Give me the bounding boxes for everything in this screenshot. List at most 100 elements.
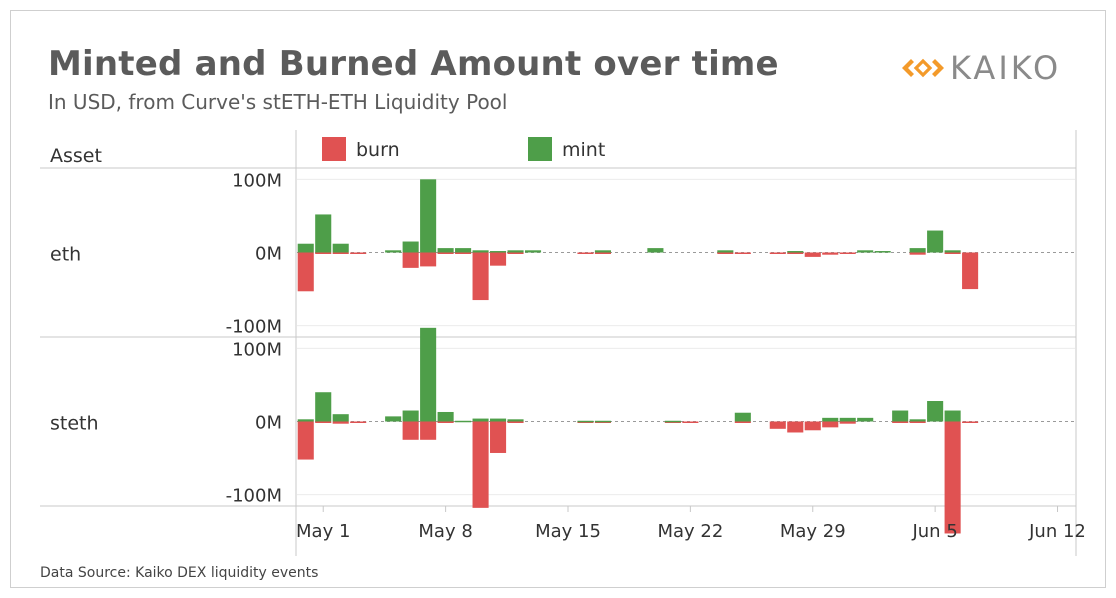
bar-burn xyxy=(402,421,419,440)
bar-mint xyxy=(594,250,611,253)
bar-burn xyxy=(717,252,734,254)
bar-burn xyxy=(297,421,314,460)
bar-mint xyxy=(577,420,594,423)
bar-burn xyxy=(315,421,332,423)
bar-burn xyxy=(804,252,821,257)
bar-mint xyxy=(927,230,944,253)
x-tick-label: Jun 5 xyxy=(911,521,957,542)
bar-mint xyxy=(822,417,839,422)
x-tick-label: Jun 12 xyxy=(1028,521,1086,542)
chart-frame xyxy=(40,130,1077,556)
chart-card xyxy=(10,10,1106,588)
y-tick-label: 0M xyxy=(255,413,282,434)
x-tick-label: May 29 xyxy=(780,521,846,542)
bar-burn xyxy=(420,252,437,267)
kaiko-logo: KAIKO xyxy=(900,48,1061,88)
legend-swatch-burn xyxy=(322,137,346,161)
chart-subtitle: In USD, from Curve's stETH-ETH Liquidity… xyxy=(48,90,508,114)
bar-mint xyxy=(455,420,472,423)
bar-mint xyxy=(857,417,874,422)
y-tick-label: -100M xyxy=(226,317,282,338)
bar-mint xyxy=(385,416,402,422)
bar-mint xyxy=(437,411,454,422)
facet-header-asset: Asset xyxy=(50,145,102,167)
bar-mint xyxy=(717,250,734,253)
bar-mint xyxy=(927,401,944,422)
bar-mint xyxy=(420,179,437,253)
bar-mint xyxy=(944,250,961,253)
bar-burn xyxy=(769,421,786,429)
bar-burn xyxy=(490,421,507,453)
bar-burn xyxy=(350,252,367,254)
bar-mint xyxy=(857,250,874,253)
bar-burn xyxy=(455,252,472,254)
x-axis: May 1 May 8 May 15 May 22 May 29 Jun 5 Jun 12 xyxy=(296,506,1086,542)
bar-mint xyxy=(892,410,909,422)
x-tick-label: May 22 xyxy=(657,521,723,542)
bar-mint xyxy=(297,243,314,253)
bar-mint xyxy=(787,251,804,253)
bar-burn xyxy=(472,252,489,301)
bar-burn xyxy=(944,421,961,534)
bar-mint xyxy=(332,414,349,422)
bar-mint xyxy=(874,251,891,253)
bar-burn xyxy=(909,421,926,423)
bar-mint xyxy=(332,243,349,253)
bar-burn xyxy=(787,421,804,433)
bar-mint xyxy=(472,250,489,253)
y-tick-label: 0M xyxy=(255,244,282,265)
bar-mint xyxy=(909,419,926,422)
y-tick-label: 100M xyxy=(232,339,282,360)
bar-burn xyxy=(962,252,979,290)
legend-item-mint: mint xyxy=(528,137,605,161)
bar-burn xyxy=(769,252,786,254)
bar-mint xyxy=(472,418,489,422)
bar-burn xyxy=(594,252,611,254)
bar-burn xyxy=(839,252,856,254)
legend-swatch-mint xyxy=(528,137,552,161)
bar-burn xyxy=(787,252,804,254)
y-tick-label: 100M xyxy=(232,170,282,191)
bar-burn xyxy=(507,252,524,254)
bar-burn xyxy=(682,421,699,423)
legend: burn mint xyxy=(322,137,605,161)
bar-burn xyxy=(437,421,454,423)
bar-mint xyxy=(594,420,611,423)
bar-burn xyxy=(332,252,349,254)
bar-mint xyxy=(490,418,507,422)
bar-mint xyxy=(944,410,961,422)
panel-steth: steth 100M 0M -100M xyxy=(50,327,1075,534)
bar-mint xyxy=(315,214,332,253)
facet-label-eth: eth xyxy=(50,244,81,266)
bar-burn xyxy=(962,421,979,423)
bar-mint xyxy=(385,250,402,253)
bar-mint xyxy=(455,248,472,253)
bar-mint xyxy=(490,251,507,253)
bar-burn xyxy=(804,421,821,431)
bar-mint xyxy=(297,419,314,422)
bar-burn xyxy=(822,421,839,428)
bar-burn xyxy=(297,252,314,292)
kaiko-diamond-logo-icon xyxy=(902,58,944,78)
legend-label-mint: mint xyxy=(562,139,605,161)
bar-burn xyxy=(420,421,437,440)
bar-burn xyxy=(437,252,454,254)
x-tick-label: May 1 xyxy=(296,521,350,542)
bar-burn xyxy=(892,421,909,423)
bar-mint xyxy=(734,412,751,422)
bar-mint xyxy=(507,250,524,253)
bar-burn xyxy=(839,421,856,424)
legend-label-burn: burn xyxy=(356,139,400,161)
facet-label-steth: steth xyxy=(50,413,99,435)
bar-mint xyxy=(420,327,437,422)
bar-burn xyxy=(944,252,961,254)
bar-burn xyxy=(402,252,419,268)
bar-burn xyxy=(507,421,524,423)
logo-text: KAIKO xyxy=(950,49,1062,87)
bar-burn xyxy=(490,252,507,266)
bar-burn xyxy=(472,421,489,508)
x-tick-label: May 15 xyxy=(535,521,601,542)
bar-mint xyxy=(664,420,681,423)
bar-mint xyxy=(524,250,542,253)
